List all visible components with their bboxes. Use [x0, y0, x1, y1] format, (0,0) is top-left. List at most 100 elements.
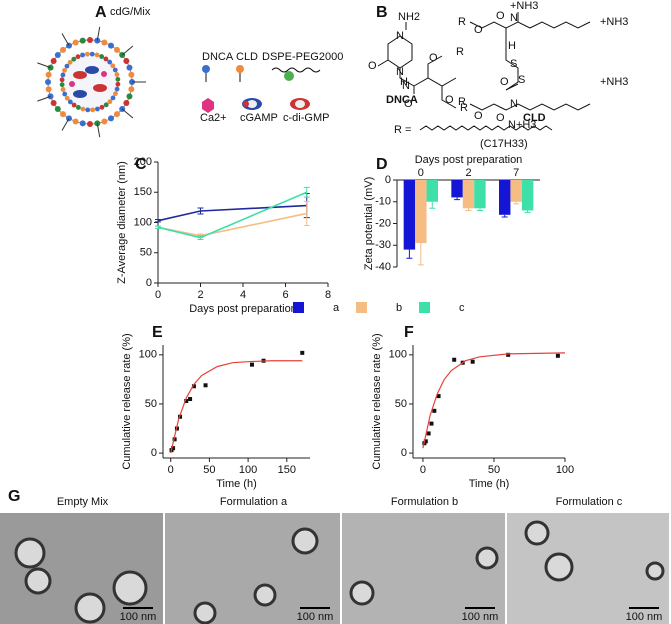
component-label: Ca2+ — [200, 112, 227, 124]
lipid-head — [94, 52, 100, 58]
atom-label: N+H3 — [508, 119, 536, 131]
lipid-head — [67, 59, 73, 65]
lipid-head — [103, 56, 109, 62]
atom-label: O — [500, 76, 509, 88]
lipid-head — [128, 86, 135, 93]
data-point — [436, 394, 441, 399]
particle — [193, 601, 217, 624]
atom-label: O — [474, 110, 483, 122]
peg-chain — [121, 45, 134, 56]
bar — [415, 180, 427, 244]
error-bar — [155, 225, 161, 230]
x-tick-label: 0 — [168, 464, 174, 476]
atom-label: O — [368, 60, 377, 72]
peg-chain — [121, 108, 134, 119]
x-axis-label: Days post preparation — [415, 154, 523, 166]
error-bar — [406, 249, 413, 259]
lipid-head — [75, 54, 81, 60]
error-bar — [524, 210, 531, 214]
y-tick-label: 0 — [385, 174, 391, 186]
lipid-head — [60, 72, 66, 78]
error-bar — [303, 200, 310, 227]
y-tick-label: 50 — [145, 398, 157, 410]
lipid-head — [107, 59, 113, 65]
particle — [74, 592, 106, 624]
atom-label: N — [396, 30, 404, 42]
y-tick-label: 200 — [134, 156, 152, 168]
liposome — [37, 26, 146, 138]
lipid-head — [50, 100, 57, 106]
category-label: 2 — [465, 167, 471, 179]
error-bar — [417, 243, 424, 266]
component-label: c-di-GMP — [283, 112, 329, 124]
atom-label: N — [510, 98, 518, 110]
y-tick-label: 50 — [140, 247, 152, 259]
schematic-icons — [202, 65, 321, 113]
data-point — [188, 397, 193, 402]
x-tick-label: 100 — [239, 464, 257, 476]
peg-chain — [61, 33, 70, 46]
micrograph-title: Empty Mix — [57, 496, 109, 508]
lipid-head — [126, 64, 133, 71]
scale-label: 100 nm — [626, 611, 663, 623]
fit-curve — [422, 352, 566, 449]
lipid-head — [60, 111, 67, 118]
lipid-head — [45, 71, 52, 78]
lipid-head — [113, 91, 118, 97]
x-axis-label: Days post preparation — [189, 303, 297, 315]
error-bar — [197, 235, 204, 240]
lipid-head — [72, 39, 79, 46]
atom-label: O — [496, 10, 505, 22]
y-tick-label: 150 — [134, 186, 152, 198]
lipid-head — [114, 86, 120, 92]
particle — [112, 570, 148, 606]
particle — [253, 583, 277, 607]
y-axis-label: Cumulative release rate (%) — [371, 333, 383, 469]
schematic-title: cdG/Mix — [110, 6, 151, 18]
data-point — [432, 408, 437, 413]
micrograph-title: Formulation c — [556, 496, 623, 508]
particle — [524, 520, 550, 546]
lipid-head — [60, 46, 67, 53]
structure-bonds — [377, 12, 591, 131]
error-bar — [501, 214, 508, 218]
particle — [544, 552, 574, 582]
lipid-head — [79, 120, 86, 127]
y-tick-label: 100 — [389, 349, 407, 361]
y-tick-label: 0 — [151, 447, 157, 459]
panel-label: A — [95, 4, 107, 21]
lipid-head — [72, 118, 79, 125]
lipid-head — [123, 58, 130, 64]
atom-label: +NH3 — [600, 76, 628, 88]
lipid-head — [64, 63, 70, 69]
x-tick-label: 0 — [155, 289, 161, 301]
fit-curve — [170, 360, 303, 454]
lipid-head — [80, 106, 86, 112]
data-point — [429, 421, 434, 426]
x-tick-label: 0 — [420, 464, 426, 476]
data-point — [426, 431, 431, 436]
y-tick-label: 0 — [146, 277, 152, 289]
bar — [403, 180, 416, 250]
lipid-head — [59, 77, 65, 83]
panel-label: F — [404, 324, 414, 341]
compound-name: CLD — [523, 112, 546, 124]
lipid-head — [114, 72, 120, 77]
lipid-head — [62, 67, 67, 73]
lipid-head — [90, 107, 96, 113]
bar — [521, 180, 534, 211]
data-point — [172, 437, 177, 442]
r-definition: R = — [394, 124, 411, 136]
atom-label: N — [510, 12, 518, 24]
scale-label: 100 nm — [462, 611, 499, 623]
panel-label: E — [152, 324, 163, 341]
panel-label: D — [376, 156, 388, 173]
atom-label: R — [458, 16, 466, 28]
peg-chain — [37, 95, 51, 102]
error-bar — [513, 201, 520, 205]
particle — [291, 527, 319, 555]
component-label: DSPE-PEG2000 — [262, 51, 343, 63]
error-bar — [429, 201, 436, 209]
particle — [14, 537, 46, 569]
data-point — [452, 357, 457, 362]
